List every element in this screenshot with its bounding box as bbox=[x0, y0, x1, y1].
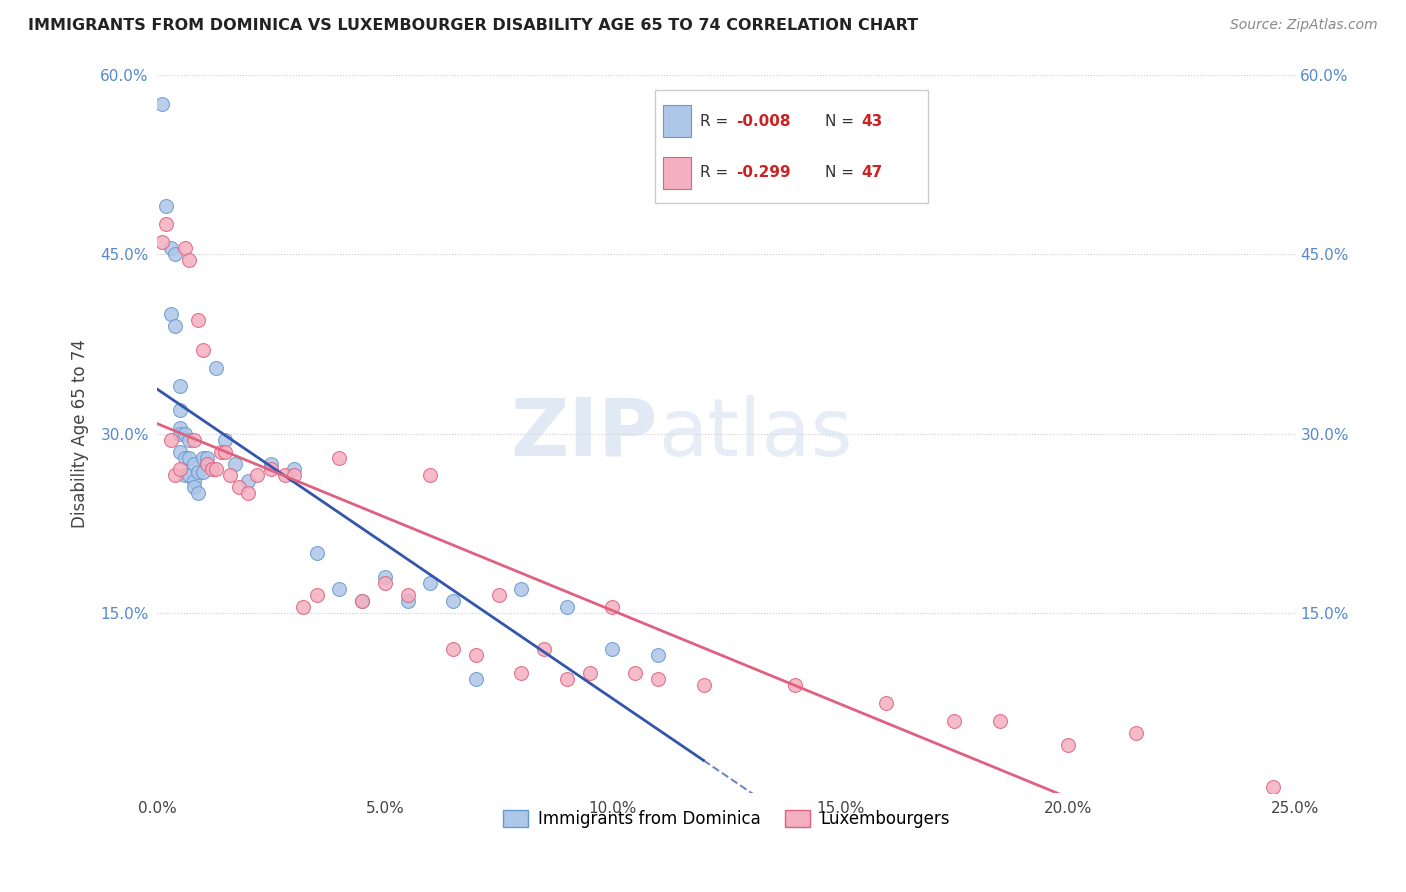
Point bbox=[273, 468, 295, 483]
Legend: Immigrants from Dominica, Luxembourgers: Immigrants from Dominica, Luxembourgers bbox=[496, 803, 956, 835]
Point bbox=[943, 714, 966, 728]
Point bbox=[214, 433, 236, 447]
Point bbox=[201, 462, 224, 476]
Y-axis label: Disability Age 65 to 74: Disability Age 65 to 74 bbox=[72, 339, 89, 528]
Point bbox=[224, 457, 246, 471]
Point bbox=[875, 696, 897, 710]
Point bbox=[1056, 738, 1078, 752]
Point bbox=[441, 594, 464, 608]
Point bbox=[602, 642, 624, 657]
Point bbox=[191, 450, 214, 465]
Point bbox=[328, 582, 350, 597]
Point bbox=[783, 678, 806, 692]
Point bbox=[555, 600, 578, 615]
Point bbox=[209, 444, 232, 458]
Point bbox=[260, 462, 283, 476]
Point bbox=[441, 642, 464, 657]
Point bbox=[150, 235, 173, 249]
Point bbox=[602, 600, 624, 615]
Text: atlas: atlas bbox=[658, 394, 852, 473]
Point bbox=[187, 465, 209, 479]
Point bbox=[510, 582, 533, 597]
Point bbox=[205, 462, 228, 476]
Point bbox=[160, 241, 183, 255]
Point bbox=[173, 426, 195, 441]
Point bbox=[155, 199, 177, 213]
Point bbox=[533, 642, 555, 657]
Point bbox=[464, 672, 486, 686]
Point bbox=[191, 343, 214, 357]
Point bbox=[238, 486, 260, 500]
Point bbox=[187, 486, 209, 500]
Point bbox=[647, 648, 669, 662]
Point bbox=[183, 480, 205, 494]
Point bbox=[219, 468, 242, 483]
Point bbox=[169, 420, 191, 434]
Point bbox=[177, 468, 200, 483]
Point bbox=[396, 588, 419, 602]
Point bbox=[238, 475, 260, 489]
Point bbox=[165, 468, 187, 483]
Point bbox=[169, 402, 191, 417]
Point bbox=[305, 588, 328, 602]
Text: ZIP: ZIP bbox=[510, 394, 658, 473]
Point bbox=[228, 480, 250, 494]
Point bbox=[160, 307, 183, 321]
Point bbox=[177, 433, 200, 447]
Point bbox=[169, 378, 191, 392]
Point bbox=[165, 247, 187, 261]
Point bbox=[183, 433, 205, 447]
Point bbox=[177, 450, 200, 465]
Point bbox=[352, 594, 374, 608]
Point bbox=[578, 665, 600, 680]
Point bbox=[169, 462, 191, 476]
Point bbox=[419, 468, 441, 483]
Point bbox=[419, 576, 441, 591]
Point bbox=[488, 588, 510, 602]
Point bbox=[187, 313, 209, 327]
Point bbox=[396, 594, 419, 608]
Point bbox=[165, 318, 187, 333]
Point bbox=[173, 450, 195, 465]
Point bbox=[246, 468, 269, 483]
Point bbox=[150, 97, 173, 112]
Point bbox=[214, 444, 236, 458]
Point bbox=[177, 253, 200, 268]
Point bbox=[988, 714, 1011, 728]
Point bbox=[352, 594, 374, 608]
Point bbox=[173, 241, 195, 255]
Point bbox=[173, 468, 195, 483]
Point bbox=[283, 462, 305, 476]
Point bbox=[305, 546, 328, 560]
Point bbox=[160, 433, 183, 447]
Point bbox=[464, 648, 486, 662]
Point bbox=[195, 450, 218, 465]
Point bbox=[205, 360, 228, 375]
Text: Source: ZipAtlas.com: Source: ZipAtlas.com bbox=[1230, 18, 1378, 32]
Point bbox=[374, 570, 396, 584]
Point bbox=[195, 457, 218, 471]
Point bbox=[183, 457, 205, 471]
Text: IMMIGRANTS FROM DOMINICA VS LUXEMBOURGER DISABILITY AGE 65 TO 74 CORRELATION CHA: IMMIGRANTS FROM DOMINICA VS LUXEMBOURGER… bbox=[28, 18, 918, 33]
Point bbox=[624, 665, 647, 680]
Point bbox=[260, 457, 283, 471]
Point bbox=[291, 600, 314, 615]
Point bbox=[283, 468, 305, 483]
Point bbox=[1125, 726, 1147, 740]
Point bbox=[510, 665, 533, 680]
Point bbox=[328, 450, 350, 465]
Point bbox=[169, 426, 191, 441]
Point bbox=[1261, 780, 1284, 794]
Point bbox=[169, 444, 191, 458]
Point bbox=[191, 465, 214, 479]
Point bbox=[692, 678, 714, 692]
Point bbox=[155, 217, 177, 231]
Point bbox=[374, 576, 396, 591]
Point bbox=[647, 672, 669, 686]
Point bbox=[183, 475, 205, 489]
Point bbox=[555, 672, 578, 686]
